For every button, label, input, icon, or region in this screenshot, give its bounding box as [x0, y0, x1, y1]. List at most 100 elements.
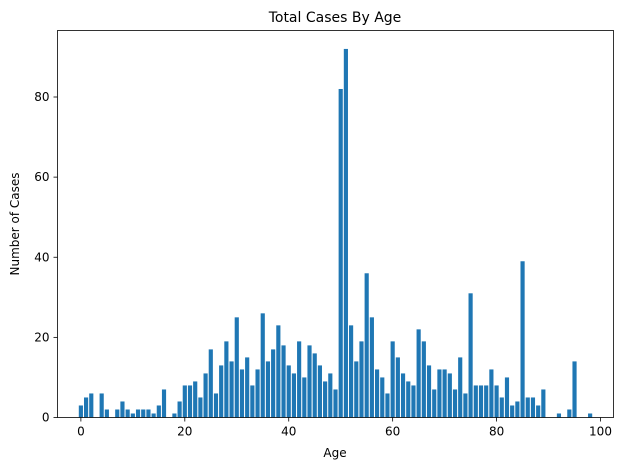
bar-age-22 [193, 381, 198, 418]
bar-age-88 [536, 405, 541, 418]
bar-age-95 [572, 361, 577, 418]
plot-frame [57, 30, 614, 418]
bar-age-86 [525, 397, 530, 418]
bar-age-23 [198, 397, 203, 418]
bar-age-39 [281, 345, 286, 418]
bar-age-66 [421, 341, 426, 418]
bar-age-16 [161, 389, 167, 418]
bar-age-25 [208, 349, 213, 418]
bar-age-64 [411, 385, 416, 418]
bar-age-60 [390, 341, 395, 418]
bar-age-65 [416, 329, 421, 418]
y-tick-label: 20 [34, 330, 49, 344]
bar-age-15 [156, 405, 161, 418]
bar-age-29 [229, 361, 234, 418]
bar-age-11 [135, 409, 141, 418]
bar-age-27 [219, 365, 224, 418]
bar-age-31 [239, 369, 245, 418]
bar-age-89 [541, 389, 546, 418]
bar-age-8 [120, 401, 125, 418]
bar-age-41 [291, 373, 297, 418]
bar-age-30 [234, 317, 239, 418]
bar-age-43 [302, 377, 307, 418]
bar-age-48 [328, 373, 333, 418]
bar-age-44 [307, 345, 312, 418]
x-tick-label: 20 [177, 425, 192, 439]
bar-age-21 [187, 385, 193, 418]
y-tick-label: 40 [34, 250, 49, 264]
x-tick-label: 40 [281, 425, 296, 439]
bar-age-74 [463, 393, 468, 418]
bar-age-68 [432, 389, 437, 418]
bar-age-81 [499, 397, 504, 418]
bar-age-73 [458, 357, 463, 418]
bar-age-13 [146, 409, 151, 418]
bar-age-79 [489, 369, 494, 418]
bar-age-33 [250, 385, 255, 418]
x-tick-label: 0 [77, 425, 85, 439]
bar-age-2 [89, 393, 94, 418]
bar-age-19 [177, 401, 182, 418]
bar-age-54 [359, 341, 364, 418]
bar-age-98 [588, 413, 593, 418]
bar-age-4 [99, 393, 104, 418]
bar-age-72 [452, 389, 458, 418]
bar-age-78 [484, 385, 489, 418]
bar-age-92 [556, 413, 562, 418]
bar-age-5 [104, 409, 109, 418]
bar-age-63 [406, 381, 411, 418]
bar-age-71 [447, 373, 452, 418]
bar-age-82 [504, 377, 510, 418]
x-tick-label: 60 [385, 425, 400, 439]
bar-age-0 [78, 405, 83, 418]
bar-age-69 [437, 369, 442, 418]
x-tick-label: 100 [589, 425, 612, 439]
bar-age-45 [312, 353, 317, 418]
bar-age-9 [125, 409, 130, 418]
bar-age-76 [473, 385, 478, 418]
bar-age-84 [515, 401, 520, 418]
bar-age-10 [130, 413, 135, 418]
bar-age-67 [426, 365, 432, 418]
y-tick-label: 0 [42, 411, 50, 425]
bar-age-47 [323, 381, 328, 418]
bar-age-85 [520, 261, 525, 418]
bar-age-56 [369, 317, 374, 418]
bar-age-51 [343, 48, 348, 418]
bar-age-37 [271, 349, 276, 418]
bar-age-38 [276, 325, 281, 418]
bar-age-26 [213, 393, 219, 418]
bar-age-59 [385, 393, 390, 418]
bar-age-34 [255, 369, 260, 418]
y-tick-label: 80 [34, 90, 49, 104]
bar-age-12 [141, 409, 146, 418]
bar-age-53 [354, 361, 359, 418]
bar-age-28 [224, 341, 229, 418]
bar-age-24 [203, 373, 208, 418]
bar-age-7 [115, 409, 120, 418]
bar-age-80 [494, 385, 499, 418]
bar-age-52 [349, 325, 354, 418]
bar-age-94 [567, 409, 572, 418]
bar-age-58 [380, 377, 385, 418]
bar-age-20 [182, 385, 187, 418]
bar-age-87 [530, 397, 536, 418]
y-axis-label: Number of Cases [8, 172, 22, 275]
bar-age-77 [478, 385, 484, 418]
bar-age-75 [468, 293, 473, 418]
bar-age-14 [151, 413, 156, 418]
bar-age-57 [374, 369, 380, 418]
bar-age-1 [84, 397, 89, 418]
bar-age-32 [245, 357, 250, 418]
x-axis-label: Age [323, 446, 346, 460]
bar-age-49 [333, 389, 338, 418]
bar-age-46 [317, 365, 322, 418]
bar-age-35 [260, 313, 265, 418]
chart-title: Total Cases By Age [268, 10, 402, 26]
bar-age-55 [364, 273, 369, 418]
bar-age-40 [286, 365, 291, 418]
bar-age-42 [297, 341, 302, 418]
bar-age-36 [265, 361, 271, 418]
